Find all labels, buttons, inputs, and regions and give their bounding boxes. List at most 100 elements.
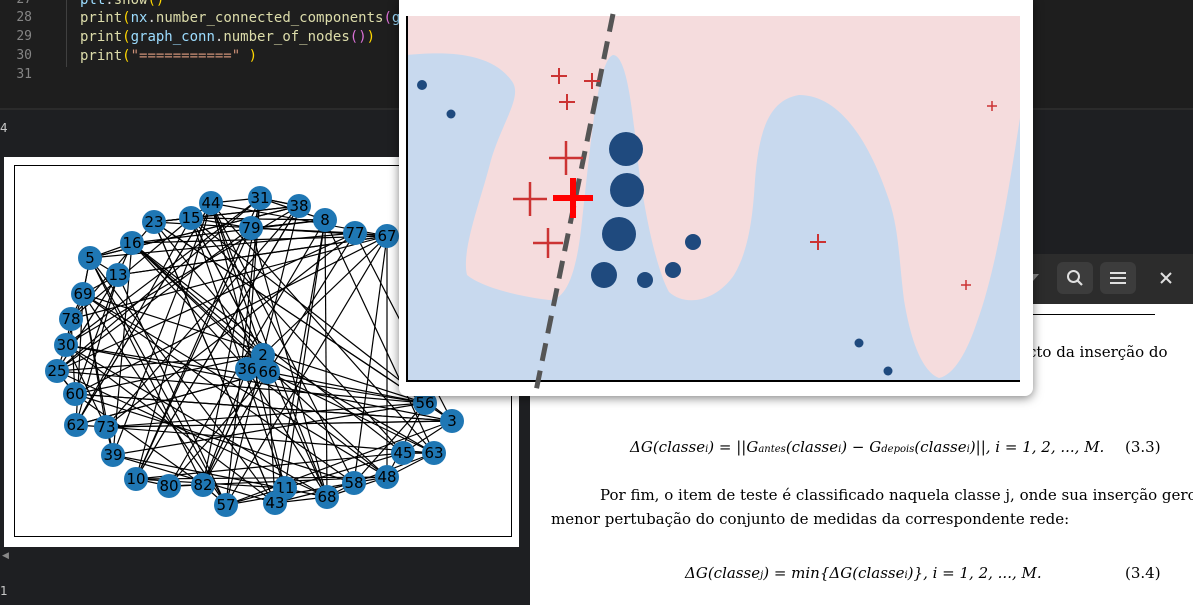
code-line-27[interactable]: 27 plt.show() xyxy=(0,0,1193,11)
graph-node: 62 xyxy=(64,413,88,437)
node-label: 16 xyxy=(122,234,141,252)
network-graph: 44 31 38 23 15 8 79 77 67 16 5 13 69 78 30 25 60 236 66 62 7… xyxy=(45,186,464,517)
graph-node: 31 xyxy=(248,186,272,210)
class-plus-marker xyxy=(987,101,997,111)
node-label: 57 xyxy=(216,496,235,514)
node-label: 80 xyxy=(159,477,178,495)
line-number: 28 xyxy=(16,10,32,25)
close-button[interactable] xyxy=(1148,262,1184,294)
graph-edge xyxy=(89,257,276,504)
graph-node: 66 xyxy=(256,360,280,384)
search-button[interactable] xyxy=(1057,262,1093,294)
graph-node: 15 xyxy=(179,206,203,230)
graph-edge xyxy=(131,242,264,356)
graph-axes-frame: 44 31 38 23 15 8 79 77 67 16 5 13 69 78 30 25 60 2 36 66 62 7… xyxy=(14,165,512,537)
graph-node: 25 xyxy=(45,359,69,383)
graph-edge xyxy=(117,274,227,506)
graph-edge xyxy=(56,232,356,372)
graph-edge xyxy=(262,235,388,356)
graph-node: 80 xyxy=(157,474,181,498)
graph-edge xyxy=(324,219,435,454)
node-label: 3 xyxy=(447,412,457,430)
graph-edge xyxy=(190,217,286,489)
graph-edge xyxy=(267,232,356,373)
cell-index: 4 xyxy=(0,121,8,135)
graph-edge xyxy=(105,426,435,454)
class-plus-marker xyxy=(513,182,547,216)
node-circle xyxy=(315,485,339,509)
graph-edge xyxy=(74,393,355,484)
node-label: 44 xyxy=(201,194,220,212)
graph-edge xyxy=(262,354,435,454)
graph-node: 45 xyxy=(391,441,415,465)
node-label: 8 xyxy=(320,211,330,229)
class-plus-marker xyxy=(553,178,593,218)
graph-edge xyxy=(56,227,252,372)
node-label: 36 xyxy=(237,360,256,378)
node-circle xyxy=(440,409,464,433)
class-plus-marker xyxy=(533,228,563,258)
paragraph-fragment: cto da inserção do xyxy=(1028,343,1168,361)
node-label: 68 xyxy=(317,488,336,506)
class-dot-marker xyxy=(637,272,653,288)
graph-node: 13 xyxy=(106,263,130,287)
node-circle xyxy=(214,493,238,517)
graph-edge xyxy=(202,197,261,486)
node-circle xyxy=(199,191,223,215)
graph-node: 56 xyxy=(413,391,437,415)
graph-edge xyxy=(190,217,404,454)
graph-edge xyxy=(153,221,426,404)
class-plus-marker xyxy=(810,234,826,250)
graph-edge xyxy=(82,293,388,478)
node-circle xyxy=(45,359,69,383)
graph-edge xyxy=(202,371,269,486)
node-label: 15 xyxy=(181,209,200,227)
class-plus-marker xyxy=(551,68,567,84)
node-circle xyxy=(343,221,367,245)
graph-edge xyxy=(210,202,435,454)
equation-3-4: ΔG(classej) = min{ΔG(classei)}, i = 1, 2… xyxy=(685,564,1042,582)
graph-edge xyxy=(284,452,404,489)
line-number: 27 xyxy=(0,0,32,7)
line-number: 29 xyxy=(16,29,32,44)
node-label: 69 xyxy=(73,285,92,303)
graph-edge xyxy=(386,402,426,478)
node-circle xyxy=(64,413,88,437)
node-label: 23 xyxy=(144,213,163,231)
graph-node: 5 xyxy=(78,246,102,270)
graph-node: 39 xyxy=(101,443,125,467)
graph-edge xyxy=(70,318,76,395)
node-label: 10 xyxy=(126,470,145,488)
node-label: 63 xyxy=(424,444,443,462)
menu-button[interactable] xyxy=(1100,262,1136,294)
graph-edge xyxy=(246,368,328,498)
graph-node: 44 xyxy=(199,191,223,215)
graph-edge xyxy=(65,344,107,428)
code-line-29[interactable]: 29 print(graph_conn.number_of_nodes()) xyxy=(0,29,1193,48)
figure-window xyxy=(399,0,1033,396)
class-dot-marker xyxy=(417,80,427,90)
node-circle xyxy=(120,231,144,255)
node-label: 58 xyxy=(344,474,363,492)
class-dot-marker xyxy=(591,262,617,288)
graph-edge xyxy=(225,235,388,506)
graph-edge xyxy=(74,235,388,395)
class-plus-marker xyxy=(584,73,600,89)
graph-edge xyxy=(135,197,261,480)
node-label: 67 xyxy=(377,227,396,245)
cell-index: 1 xyxy=(0,584,8,598)
graph-edge xyxy=(250,227,328,498)
class-plus-marker xyxy=(559,94,575,110)
node-circle xyxy=(106,263,130,287)
code-line-30[interactable]: 30 print("===========" ) xyxy=(0,48,1193,67)
rule-line xyxy=(1015,314,1155,315)
line-number: 31 xyxy=(16,67,32,82)
line-number: 30 xyxy=(16,48,32,63)
scroll-left-arrow-icon[interactable]: ◀ xyxy=(2,551,9,561)
search-icon xyxy=(1067,270,1083,286)
node-label: 30 xyxy=(56,336,75,354)
code-line-28[interactable]: 28 print(nx.number_connected_components(… xyxy=(0,10,1193,29)
code-line-31[interactable]: 31 xyxy=(0,67,1193,86)
node-circle xyxy=(94,415,118,439)
graph-edge xyxy=(168,219,326,487)
